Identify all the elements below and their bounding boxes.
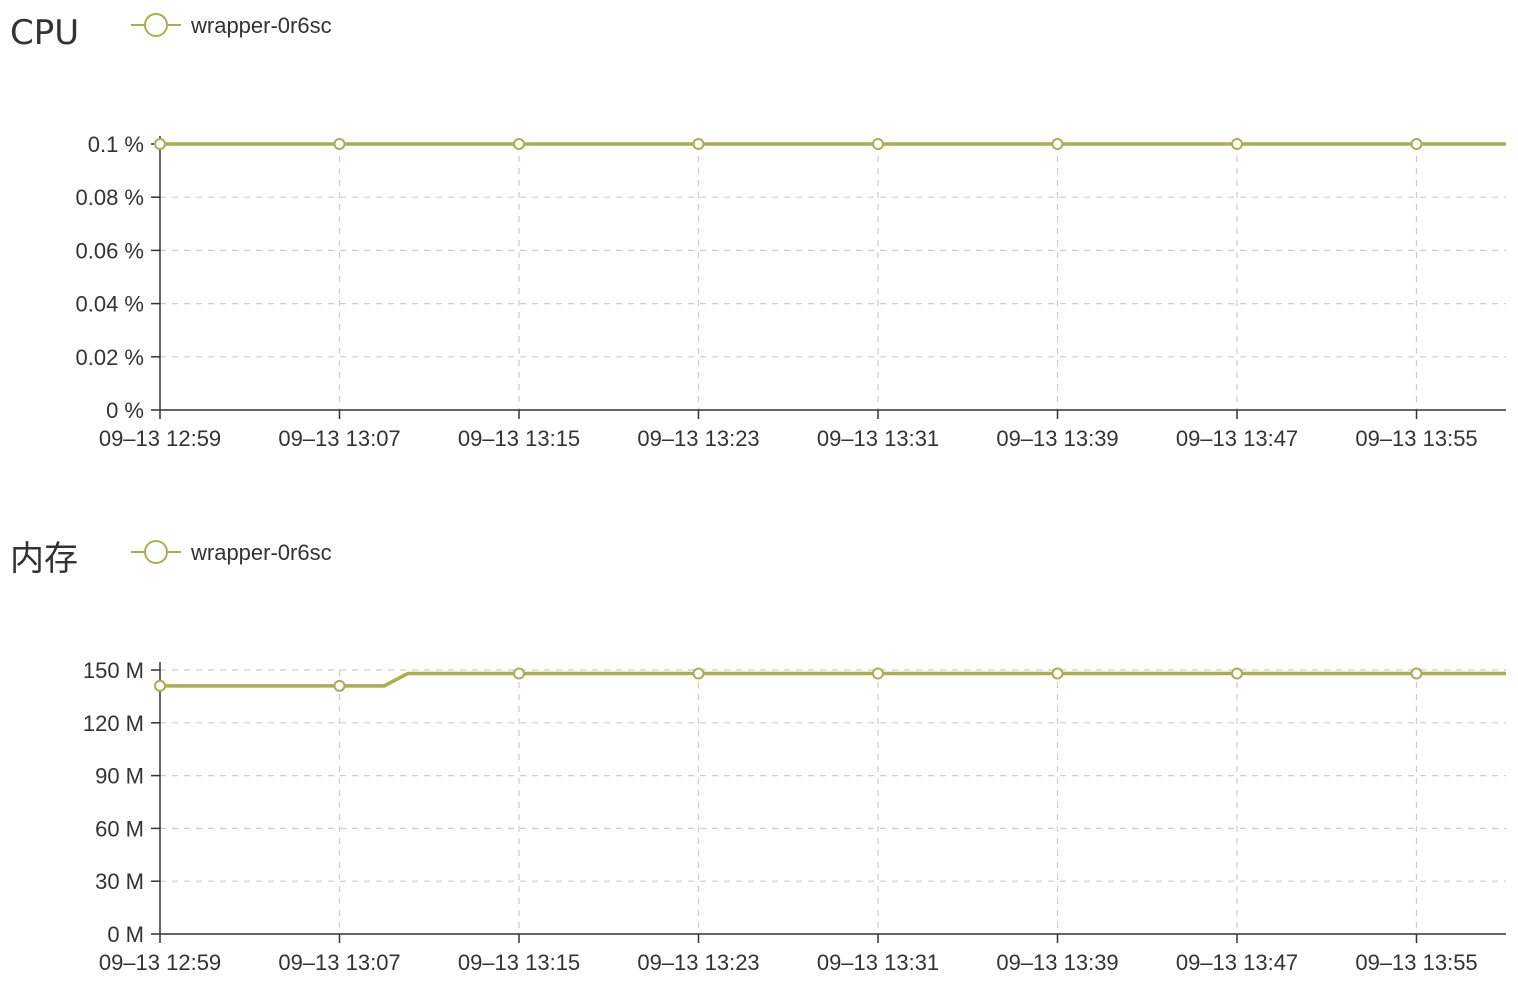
memory-y-ticks: 0 M 30 M 60 M 90 M 120 M 150 M [83,658,144,947]
cpu-x-ticks: 09–13 12:59 09–13 13:07 09–13 13:15 09–13 1… [99,426,1478,451]
cpu-data-point[interactable] [513,138,525,150]
memory-x-ticks: 09–13 12:59 09–13 13:07 09–13 13:15 09–13 1… [99,950,1478,975]
memory-grid [160,669,1506,934]
memory-y-tick-label: 0 M [107,922,144,947]
cpu-chart-title: CPU [10,13,79,53]
memory-series-line [160,671,1506,688]
memory-data-point[interactable] [872,667,884,680]
cpu-y-tick-label: 0.02 % [76,345,145,370]
memory-x-tick-label: 09–13 13:55 [1355,950,1477,975]
cpu-x-tick-label: 09–13 13:55 [1355,426,1477,451]
memory-chart-title: 内存 [10,539,78,579]
cpu-y-tick-label: 0.08 % [76,185,145,210]
memory-y-tick-label: 90 M [95,764,144,789]
cpu-y-tick-label: 0 % [106,398,144,423]
cpu-axes [151,136,1506,419]
memory-data-point[interactable] [333,679,346,692]
cpu-data-point[interactable] [1231,138,1243,150]
memory-series [154,667,1506,692]
memory-y-tick-label: 120 M [83,711,144,736]
cpu-x-tick-label: 09–13 12:59 [99,426,221,451]
cpu-data-point[interactable] [1410,138,1423,150]
memory-axes [151,662,1506,943]
cpu-legend-label: wrapper-0r6sc [190,13,332,38]
cpu-y-tick-label: 0.04 % [76,292,145,317]
memory-legend-item[interactable]: wrapper-0r6sc [131,540,332,565]
cpu-y-tick-label: 0.1 % [88,132,144,157]
cpu-chart: CPU wrapper-0r6sc 0 %0.02 %0.04 %0.06 %0… [10,13,1506,451]
memory-data-point[interactable] [1231,667,1243,680]
cpu-y-tick-label: 0.06 % [76,238,145,263]
cpu-data-point[interactable] [154,138,166,150]
memory-x-tick-label: 09–13 13:39 [996,950,1118,975]
memory-data-point[interactable] [1410,667,1423,680]
cpu-series [154,138,1506,150]
memory-data-point[interactable] [513,667,525,680]
cpu-y-ticks: 0 % 0.02 % 0.04 % 0.06 % 0.08 % 0.1 % [76,132,145,423]
cpu-x-tick-label: 09–13 13:47 [1176,426,1298,451]
memory-y-tick-label: 150 M [83,658,144,683]
cpu-x-tick-label: 09–13 13:39 [996,426,1118,451]
line-with-hollow-circle-icon [131,13,181,37]
cpu-data-point[interactable] [692,138,705,150]
memory-data-point[interactable] [1051,667,1064,680]
cpu-data-point[interactable] [333,138,346,150]
memory-y-tick-label: 30 M [95,869,144,894]
cpu-grid [160,143,1506,410]
cpu-x-tick-label: 09–13 13:31 [817,426,939,451]
memory-data-point[interactable] [692,667,705,680]
memory-legend-label: wrapper-0r6sc [190,540,332,565]
cpu-data-point[interactable] [1051,138,1064,150]
memory-data-point[interactable] [154,679,166,692]
cpu-data-point[interactable] [872,138,884,150]
memory-x-tick-label: 09–13 13:15 [458,950,580,975]
memory-x-tick-label: 09–13 12:59 [99,950,221,975]
cpu-legend-item[interactable]: wrapper-0r6sc [131,13,332,38]
memory-x-tick-label: 09–13 13:31 [817,950,939,975]
memory-chart: 内存 wrapper-0r6sc 0 M 30 M 60 M 90 M 120 M 150… [10,539,1506,975]
line-with-hollow-circle-icon [131,540,181,564]
memory-y-tick-label: 60 M [95,816,144,841]
cpu-x-tick-label: 09–13 13:23 [637,426,759,451]
cpu-x-tick-label: 09–13 13:07 [278,426,400,451]
cpu-x-tick-label: 09–13 13:15 [458,426,580,451]
memory-x-tick-label: 09–13 13:47 [1176,950,1298,975]
memory-x-tick-label: 09–13 13:07 [278,950,400,975]
memory-x-tick-label: 09–13 13:23 [637,950,759,975]
